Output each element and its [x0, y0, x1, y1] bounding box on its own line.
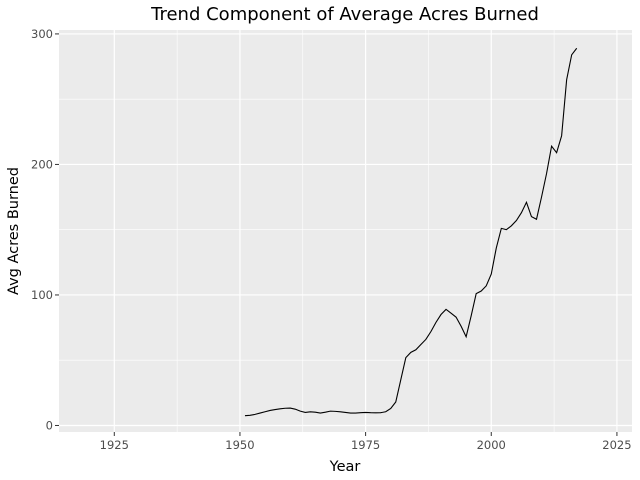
- y-tick-label: 0: [46, 418, 53, 432]
- y-axis-label: Avg Acres Burned: [6, 167, 22, 295]
- x-tick-label: 2000: [477, 438, 506, 452]
- x-tick-label: 1925: [100, 438, 129, 452]
- y-tick-label: 300: [31, 27, 53, 41]
- x-axis-label: Year: [329, 459, 361, 475]
- y-tick-label: 200: [31, 157, 53, 171]
- x-tick-label: 2025: [602, 438, 631, 452]
- y-tick-label: 100: [31, 288, 53, 302]
- x-axis-ticks: 1925 1950 1975 2000 2025: [100, 432, 632, 452]
- major-gridlines: [59, 30, 632, 432]
- chart-title: Trend Component of Average Acres Burned: [150, 4, 539, 25]
- minor-gridlines: [59, 30, 632, 432]
- panel-background: [59, 30, 632, 432]
- series-line: [244, 47, 578, 417]
- y-axis-ticks: 0 100 200 300: [31, 27, 59, 432]
- x-tick-label: 1950: [225, 438, 254, 452]
- x-tick-label: 1975: [351, 438, 380, 452]
